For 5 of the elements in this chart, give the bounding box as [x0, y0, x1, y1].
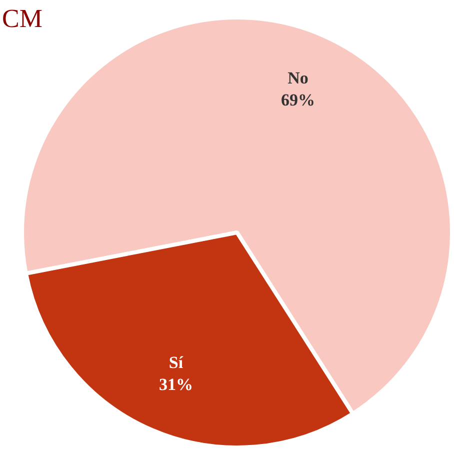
slice-label: Sí — [168, 353, 184, 372]
chart-title: CM — [2, 4, 42, 34]
data-label: 69% — [280, 90, 315, 110]
data-label: 31% — [159, 375, 194, 394]
slice-label: No — [288, 68, 308, 88]
